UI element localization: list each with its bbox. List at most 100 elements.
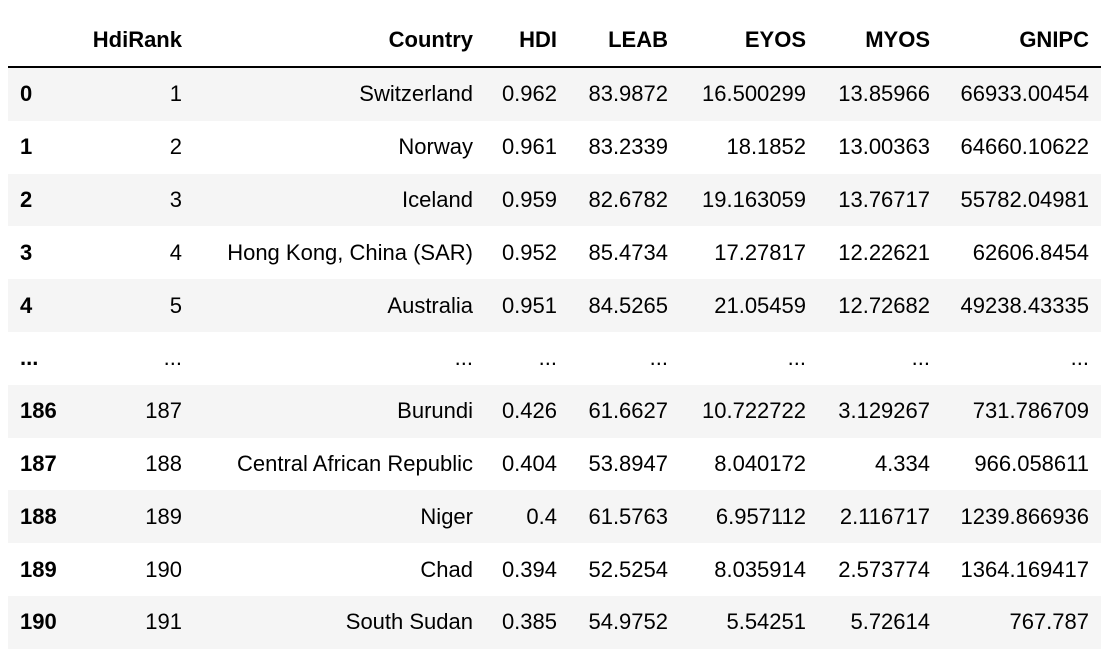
row-index: 0 xyxy=(20,81,33,107)
cell-eyos: 19.163059 xyxy=(702,186,806,212)
cell-myos: 5.72614 xyxy=(850,609,930,635)
cell-country: Hong Kong, China (SAR) xyxy=(227,239,473,265)
cell-myos: 13.85966 xyxy=(838,81,930,107)
header-index xyxy=(8,14,66,68)
cell-hdi: 0.961 xyxy=(501,134,557,160)
cell-myos: 13.76717 xyxy=(838,186,930,212)
cell-hdi: 0.385 xyxy=(501,609,557,635)
cell-country: Australia xyxy=(387,292,473,318)
table-row: 4 5 Australia 0.951 84.5265 21.05459 12.72682 4… xyxy=(8,279,1101,332)
cell-hdirank: 3 xyxy=(169,186,182,212)
cell-leab: 53.8947 xyxy=(588,450,668,476)
table-header: HdiRank Country HDI LEAB EYOS MYOS GNIPC xyxy=(8,14,1101,68)
cell-gnipc: 66933.00454 xyxy=(960,81,1089,107)
cell-gnipc: 1239.866936 xyxy=(960,503,1089,529)
row-index: 1 xyxy=(20,134,33,160)
table-row: 3 4 Hong Kong, China (SAR) 0.952 85.4734 17.2… xyxy=(8,226,1101,280)
cell-myos: 4.334 xyxy=(874,450,930,476)
cell-hdirank: ... xyxy=(163,345,182,371)
cell-eyos: 8.035914 xyxy=(714,556,806,582)
row-index: 190 xyxy=(20,609,57,635)
cell-hdi: 0.962 xyxy=(501,81,557,107)
table-row: 189 190 Chad 0.394 52.5254 8.035914 2.573774 13… xyxy=(8,543,1101,596)
cell-leab: 61.6627 xyxy=(588,398,668,424)
table-row: 1 2 Norway 0.961 83.2339 18.1852 13.00363 64660… xyxy=(8,120,1101,174)
table-row: 0 1 Switzerland 0.962 83.9872 16.500299 13.859… xyxy=(8,67,1101,121)
cell-gnipc: ... xyxy=(1070,345,1089,371)
cell-country: Iceland xyxy=(402,186,473,212)
header-row: HdiRank Country HDI LEAB EYOS MYOS GNIPC xyxy=(8,14,1101,68)
header-hdi: HDI xyxy=(485,14,569,68)
cell-eyos: 17.27817 xyxy=(714,239,806,265)
cell-country: Burundi xyxy=(397,398,473,424)
cell-gnipc: 966.058611 xyxy=(974,450,1089,476)
cell-hdi: 0.426 xyxy=(501,398,557,424)
header-eyos: EYOS xyxy=(680,14,818,68)
cell-leab: 83.9872 xyxy=(588,81,668,107)
row-index: 188 xyxy=(20,503,57,529)
row-index: 189 xyxy=(20,556,57,582)
cell-hdi: 0.952 xyxy=(501,239,557,265)
table-row: 188 189 Niger 0.4 61.5763 6.957112 2.116717 123… xyxy=(8,490,1101,544)
cell-myos: 3.129267 xyxy=(838,398,930,424)
cell-hdirank: 188 xyxy=(145,450,182,476)
cell-leab: ... xyxy=(649,345,668,371)
cell-country: ... xyxy=(454,345,473,371)
cell-myos: ... xyxy=(911,345,930,371)
cell-hdirank: 5 xyxy=(169,292,182,318)
table-row: ........................ xyxy=(8,331,1101,385)
cell-country: Norway xyxy=(398,134,473,160)
cell-gnipc: 767.787 xyxy=(1009,609,1089,635)
cell-myos: 12.72682 xyxy=(838,292,930,318)
row-index: 186 xyxy=(20,398,57,424)
cell-leab: 85.4734 xyxy=(588,239,668,265)
cell-hdi: 0.4 xyxy=(526,503,557,529)
cell-hdi: 0.959 xyxy=(501,186,557,212)
header-country: Country xyxy=(194,14,485,68)
header-hdirank: HdiRank xyxy=(66,14,194,68)
cell-leab: 82.6782 xyxy=(588,186,668,212)
cell-myos: 13.00363 xyxy=(838,134,930,160)
cell-eyos: 5.54251 xyxy=(726,609,806,635)
cell-gnipc: 49238.43335 xyxy=(960,292,1089,318)
cell-country: South Sudan xyxy=(345,609,473,635)
cell-gnipc: 731.786709 xyxy=(972,398,1089,424)
table-row: 187 188 Central African Republic 0.404 53.89… xyxy=(8,437,1101,491)
cell-hdirank: 2 xyxy=(169,134,182,160)
cell-hdirank: 187 xyxy=(145,398,182,424)
cell-myos: 2.573774 xyxy=(838,556,930,582)
cell-myos: 2.116717 xyxy=(839,503,930,529)
cell-country: Switzerland xyxy=(359,81,473,107)
cell-eyos: 16.500299 xyxy=(702,81,806,107)
cell-country: Chad xyxy=(420,556,473,582)
cell-gnipc: 1364.169417 xyxy=(960,556,1089,582)
row-index: 4 xyxy=(20,292,33,318)
cell-hdirank: 190 xyxy=(145,556,182,582)
cell-eyos: ... xyxy=(787,345,806,371)
header-myos: MYOS xyxy=(818,14,942,68)
cell-hdi: ... xyxy=(538,345,557,371)
cell-gnipc: 55782.04981 xyxy=(960,186,1089,212)
cell-gnipc: 64660.10622 xyxy=(960,134,1089,160)
cell-hdirank: 191 xyxy=(145,609,182,635)
cell-leab: 61.5763 xyxy=(588,503,668,529)
cell-eyos: 18.1852 xyxy=(726,134,806,160)
cell-leab: 54.9752 xyxy=(588,609,668,635)
row-index: ... xyxy=(20,345,39,371)
cell-hdi: 0.404 xyxy=(501,450,557,476)
header-leab: LEAB xyxy=(569,14,680,68)
row-index: 2 xyxy=(20,186,33,212)
cell-hdirank: 189 xyxy=(145,503,182,529)
cell-eyos: 21.05459 xyxy=(714,292,806,318)
cell-country: Central African Republic xyxy=(236,450,473,476)
cell-leab: 84.5265 xyxy=(588,292,668,318)
table-row: 186 187 Burundi 0.426 61.6627 10.722722 3.1292… xyxy=(8,384,1101,438)
cell-eyos: 8.040172 xyxy=(714,450,806,476)
cell-gnipc: 62606.8454 xyxy=(972,239,1089,265)
table-row: 190 191 South Sudan 0.385 54.9752 5.54251 5.72… xyxy=(8,595,1101,649)
cell-country: Niger xyxy=(420,503,473,529)
row-index: 3 xyxy=(20,239,33,265)
table-row: 2 3 Iceland 0.959 82.6782 19.163059 13.76717 55… xyxy=(8,173,1101,227)
hdi-dataframe-table: HdiRank Country HDI LEAB EYOS MYOS GNIPC… xyxy=(8,14,1101,649)
